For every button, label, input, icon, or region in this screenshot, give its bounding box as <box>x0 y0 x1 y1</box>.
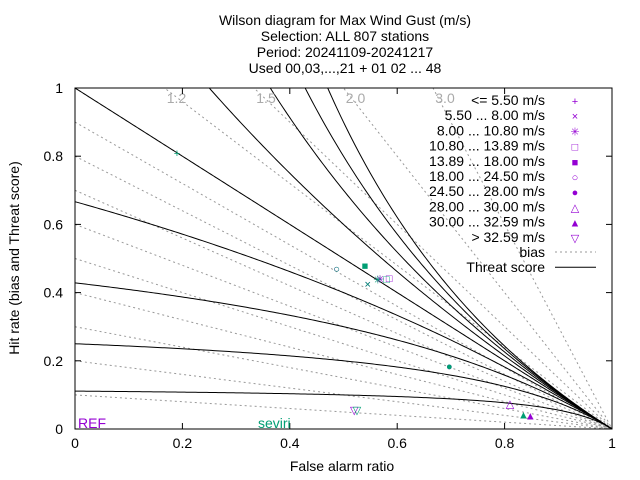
y-axis-label: Hit rate (bias and Threat score) <box>6 161 22 355</box>
threat-score-line-0-6 <box>208 88 612 429</box>
bias-label: 1.2 <box>167 90 187 106</box>
bias-line-0-4 <box>75 292 612 429</box>
plot-frame <box>74 87 613 430</box>
threat-score-line-0-8 <box>304 88 612 429</box>
data-point-circle-filled-seviri: ● <box>446 361 453 373</box>
threat-score-line-0-2 <box>75 343 612 429</box>
y-tick-label: 0.2 <box>44 353 64 369</box>
model-label-seviri: seviri <box>258 415 291 431</box>
legend: <= 5.50 m/s +5.50 ... 8.00 m/s × 8.00 ... 1… <box>429 92 596 275</box>
legend-marker-triangle-filled: ▲ <box>570 218 581 230</box>
legend-marker-cross: × <box>572 111 578 123</box>
data-point-circle-open-ref: ○ <box>333 264 340 276</box>
threat-score-line-0-5 <box>75 88 612 429</box>
x-tick-label: 0.8 <box>495 435 515 451</box>
data-point-square-open-seviri: □ <box>383 274 390 286</box>
y-tick-label: 0.6 <box>44 216 64 232</box>
threat-score-line-0-1 <box>75 390 612 429</box>
bias-line-0-3 <box>75 326 612 429</box>
chart-title-line-4: Used 00,03,...,21 + 01 02 ... 48 <box>248 60 442 76</box>
legend-label: 10.80 ... 13.89 m/s <box>429 138 545 154</box>
legend-marker-square-filled: ■ <box>572 157 579 169</box>
x-tick-label: 0.4 <box>280 435 300 451</box>
threat-score-line-0-9 <box>327 88 612 429</box>
data-points: +×× ✳✳ □□■○○●●△▲▲▽▽ <box>174 148 536 423</box>
x-tick-label: 0.2 <box>173 435 193 451</box>
legend-marker-plus: + <box>572 96 578 108</box>
threat-score-line-0-3 <box>75 282 612 429</box>
legend-label: 24.50 ... 28.00 m/s <box>429 183 545 199</box>
legend-marker-square-open: □ <box>572 142 579 154</box>
legend-label: 5.50 ... 8.00 m/s <box>445 107 545 123</box>
chart-title-line-1: Wilson diagram for Max Wind Gust (m/s) <box>218 12 472 28</box>
bias-label: 1.5 <box>256 90 276 106</box>
legend-label: <= 5.50 m/s <box>471 92 545 108</box>
bias-line-0-6 <box>75 223 612 429</box>
legend-label: 18.00 ... 24.50 m/s <box>429 168 545 184</box>
legend-line-label: bias <box>519 244 545 260</box>
data-point-star-seviri: ✳ <box>373 275 382 287</box>
data-point-cross-seviri: × <box>364 279 370 291</box>
legend-marker-circle-open: ○ <box>572 172 579 184</box>
x-tick-label: 1 <box>608 435 616 451</box>
data-point-plus-seviri: + <box>174 148 180 160</box>
data-point-triangle-filled-ref: ▲ <box>525 410 536 422</box>
y-tick-label: 1 <box>55 80 63 96</box>
x-tick-label: 0.6 <box>387 435 407 451</box>
data-point-triangle-filled-seviri: ▲ <box>518 409 529 421</box>
data-point-circle-open-seviri: ○ <box>333 264 340 276</box>
bias-line-1-5 <box>253 88 612 429</box>
data-point-triangle-down-open-ref: ▽ <box>350 405 359 417</box>
y-tick-label: 0 <box>55 421 63 437</box>
axis-ticks: 0 0.2 0.4 0.6 0.8 1 0 0.2 0.4 0.6 0.8 1 <box>44 80 617 451</box>
x-axis-label: False alarm ratio <box>290 458 394 474</box>
bias-labels: 1.2 1.5 2.0 3.0 <box>167 90 455 106</box>
chart-title-line-3: Period: 20241109-20241217 <box>256 44 434 60</box>
data-point-triangle-down-open-seviri: ▽ <box>353 405 362 417</box>
legend-label: 8.00 ... 10.80 m/s <box>437 122 545 138</box>
legend-label: 30.00 ... 32.59 m/s <box>429 214 545 230</box>
legend-marker-triangle-open: △ <box>571 202 580 214</box>
legend-marker-triangle-down-open: ▽ <box>571 233 580 245</box>
legend-label: 28.00 ... 30.00 m/s <box>429 198 545 214</box>
model-labels: REF seviri <box>78 415 291 431</box>
data-point-star-ref: ✳ <box>375 274 384 286</box>
y-tick-label: 0.4 <box>44 285 64 301</box>
bias-line-0-5 <box>75 258 612 429</box>
model-label-ref: REF <box>78 415 106 431</box>
data-point-cross-ref: × <box>364 279 370 291</box>
threat-score-lines <box>75 88 612 429</box>
legend-marker-star: ✳ <box>570 126 579 138</box>
chart-title-line-2: Selection: ALL 807 stations <box>260 28 430 44</box>
data-point-square-filled-seviri: ■ <box>362 260 369 272</box>
bias-label: 3.0 <box>435 90 455 106</box>
x-tick-label: 0 <box>71 435 79 451</box>
bias-label: 2.0 <box>346 90 366 106</box>
legend-marker-circle-filled: ● <box>572 187 579 199</box>
legend-label: > 32.59 m/s <box>471 229 545 245</box>
data-point-circle-filled-ref: ● <box>446 361 453 373</box>
threat-score-line-0-7 <box>269 88 612 429</box>
y-tick-label: 0.8 <box>44 148 64 164</box>
data-point-square-open-ref: □ <box>386 273 393 285</box>
bias-line-0-9 <box>75 121 612 429</box>
legend-label: 13.89 ... 18.00 m/s <box>429 153 545 169</box>
threat-score-line-0-4 <box>75 201 612 429</box>
data-point-triangle-open-ref: △ <box>506 398 515 410</box>
legend-line-label: Threat score <box>466 259 545 275</box>
